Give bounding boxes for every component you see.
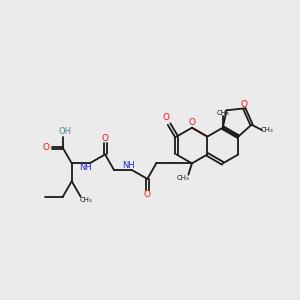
Text: O: O: [241, 100, 248, 109]
Text: CH₃: CH₃: [216, 110, 229, 116]
Text: O: O: [102, 134, 109, 143]
Text: NH: NH: [122, 161, 135, 170]
Text: O: O: [144, 190, 151, 199]
Text: O: O: [163, 113, 170, 122]
Text: CH₃: CH₃: [261, 127, 274, 133]
Text: OH: OH: [58, 127, 71, 136]
Text: NH: NH: [79, 163, 92, 172]
Text: CH₃: CH₃: [80, 197, 92, 203]
Text: O: O: [188, 118, 195, 127]
Text: O: O: [43, 143, 50, 152]
Text: CH₃: CH₃: [177, 175, 189, 181]
